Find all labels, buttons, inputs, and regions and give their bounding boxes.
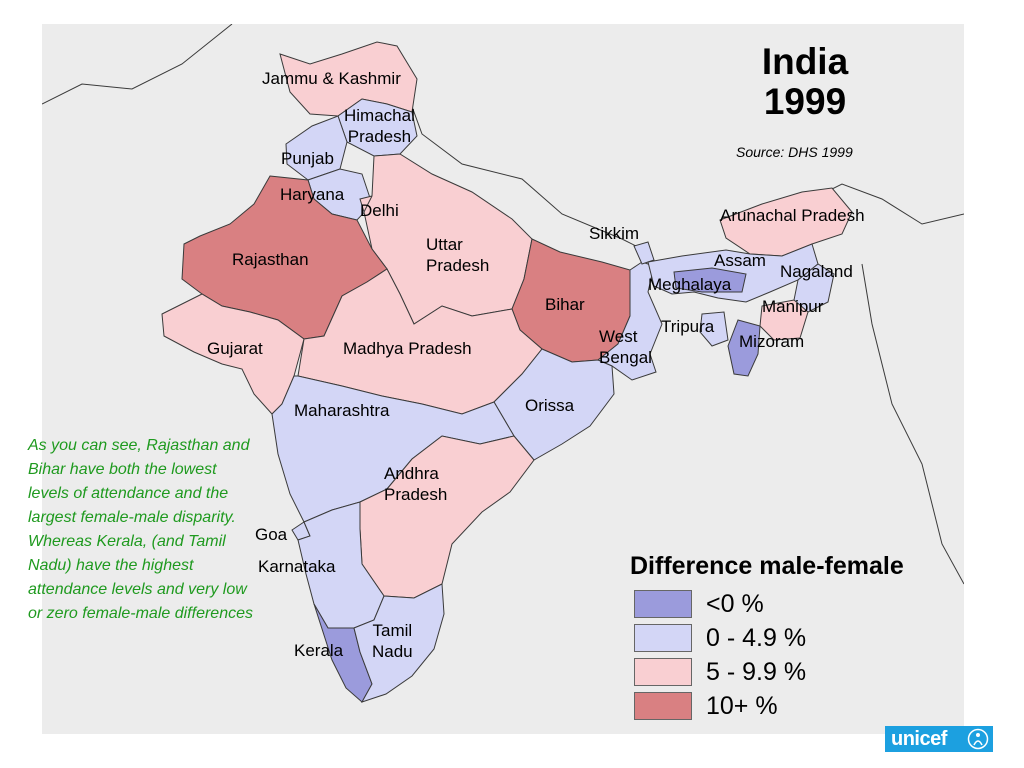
legend: Difference male-female <0 % 0 - 4.9 % 5 …	[630, 552, 965, 723]
label-andhra-line1: Andhra	[384, 464, 439, 483]
legend-label: 0 - 4.9 %	[706, 623, 807, 652]
state-tripura	[699, 311, 729, 347]
label-tripura: Tripura	[661, 317, 715, 336]
state-sikkim	[633, 241, 655, 265]
label-orissa: Orissa	[525, 396, 575, 415]
label-gujarat: Gujarat	[207, 339, 263, 358]
map-title: India 1999	[740, 42, 870, 122]
india-map	[42, 24, 964, 703]
legend-swatch	[634, 658, 692, 686]
state-tamil-nadu	[353, 583, 445, 703]
label-mizoram: Mizoram	[739, 332, 805, 351]
legend-label: 5 - 9.9 %	[706, 657, 807, 686]
myanmar-border	[861, 263, 964, 585]
label-andhra-line2: Pradesh	[384, 485, 448, 505]
label-uttar-pradesh-line1: Uttar	[426, 235, 463, 254]
legend-swatch	[634, 692, 692, 720]
unicef-logo: unicef	[885, 726, 993, 752]
label-sikkim: Sikkim	[589, 224, 640, 243]
label-west-bengal-line1: West	[599, 327, 638, 346]
neighbor-border-northwest	[42, 24, 233, 105]
legend-item: <0 %	[634, 587, 965, 621]
label-himachal-line1: Himachal	[344, 106, 415, 125]
unicef-emblem-icon	[967, 728, 989, 750]
legend-swatch	[634, 590, 692, 618]
state-punjab	[285, 115, 348, 181]
unicef-logo-text: unicef	[891, 727, 947, 750]
label-maharashtra: Maharashtra	[294, 401, 390, 420]
label-madhya-pradesh: Madhya Pradesh	[343, 339, 472, 358]
label-rajasthan: Rajasthan	[232, 250, 309, 269]
state-arunachal	[719, 187, 853, 257]
label-assam: Assam	[714, 251, 766, 270]
label-himachal: Himachal Pradesh	[344, 105, 415, 148]
label-uttar-pradesh-line2: Pradesh	[426, 256, 490, 276]
legend-item: 10+ %	[634, 689, 965, 723]
label-jammu-kashmir: Jammu & Kashmir	[262, 69, 401, 88]
legend-label: 10+ %	[706, 691, 778, 720]
label-tamil-nadu: Tamil Nadu	[372, 620, 413, 663]
state-mizoram	[727, 319, 761, 377]
caption-text: As you can see, Rajasthan and Bihar have…	[28, 437, 253, 622]
map-title-country: India	[761, 41, 849, 82]
label-punjab: Punjab	[281, 149, 334, 168]
label-haryana: Haryana	[280, 185, 345, 204]
label-himachal-line2: Pradesh	[347, 127, 412, 147]
state-himachal	[337, 98, 418, 157]
label-kerala: Kerala	[294, 641, 344, 660]
label-west-bengal-line2: Bengal	[599, 348, 652, 368]
source-note: Source: DHS 1999	[736, 144, 853, 160]
label-west-bengal: West Bengal	[599, 326, 652, 369]
label-delhi: Delhi	[360, 201, 399, 220]
legend-item: 5 - 9.9 %	[634, 655, 965, 689]
legend-label: <0 %	[706, 589, 764, 618]
label-tamil-nadu-line2: Nadu	[372, 642, 413, 662]
label-uttar-pradesh: Uttar Pradesh	[426, 234, 489, 277]
map-panel: Jammu & Kashmir Himachal Pradesh Punjab …	[42, 24, 964, 734]
state-meghalaya	[673, 267, 747, 293]
legend-title: Difference male-female	[630, 552, 904, 580]
label-nagaland: Nagaland	[780, 262, 853, 281]
map-title-year: 1999	[763, 80, 847, 122]
legend-item: 0 - 4.9 %	[634, 621, 965, 655]
legend-swatch	[634, 624, 692, 652]
label-karnataka: Karnataka	[258, 557, 336, 576]
label-andhra: Andhra Pradesh	[384, 463, 447, 506]
label-meghalaya: Meghalaya	[648, 275, 732, 294]
label-arunachal: Arunachal Pradesh	[720, 206, 865, 225]
label-manipur: Manipur	[762, 297, 824, 316]
label-goa: Goa	[255, 525, 288, 544]
label-bihar: Bihar	[545, 295, 585, 314]
label-tamil-nadu-line1: Tamil	[372, 621, 413, 640]
